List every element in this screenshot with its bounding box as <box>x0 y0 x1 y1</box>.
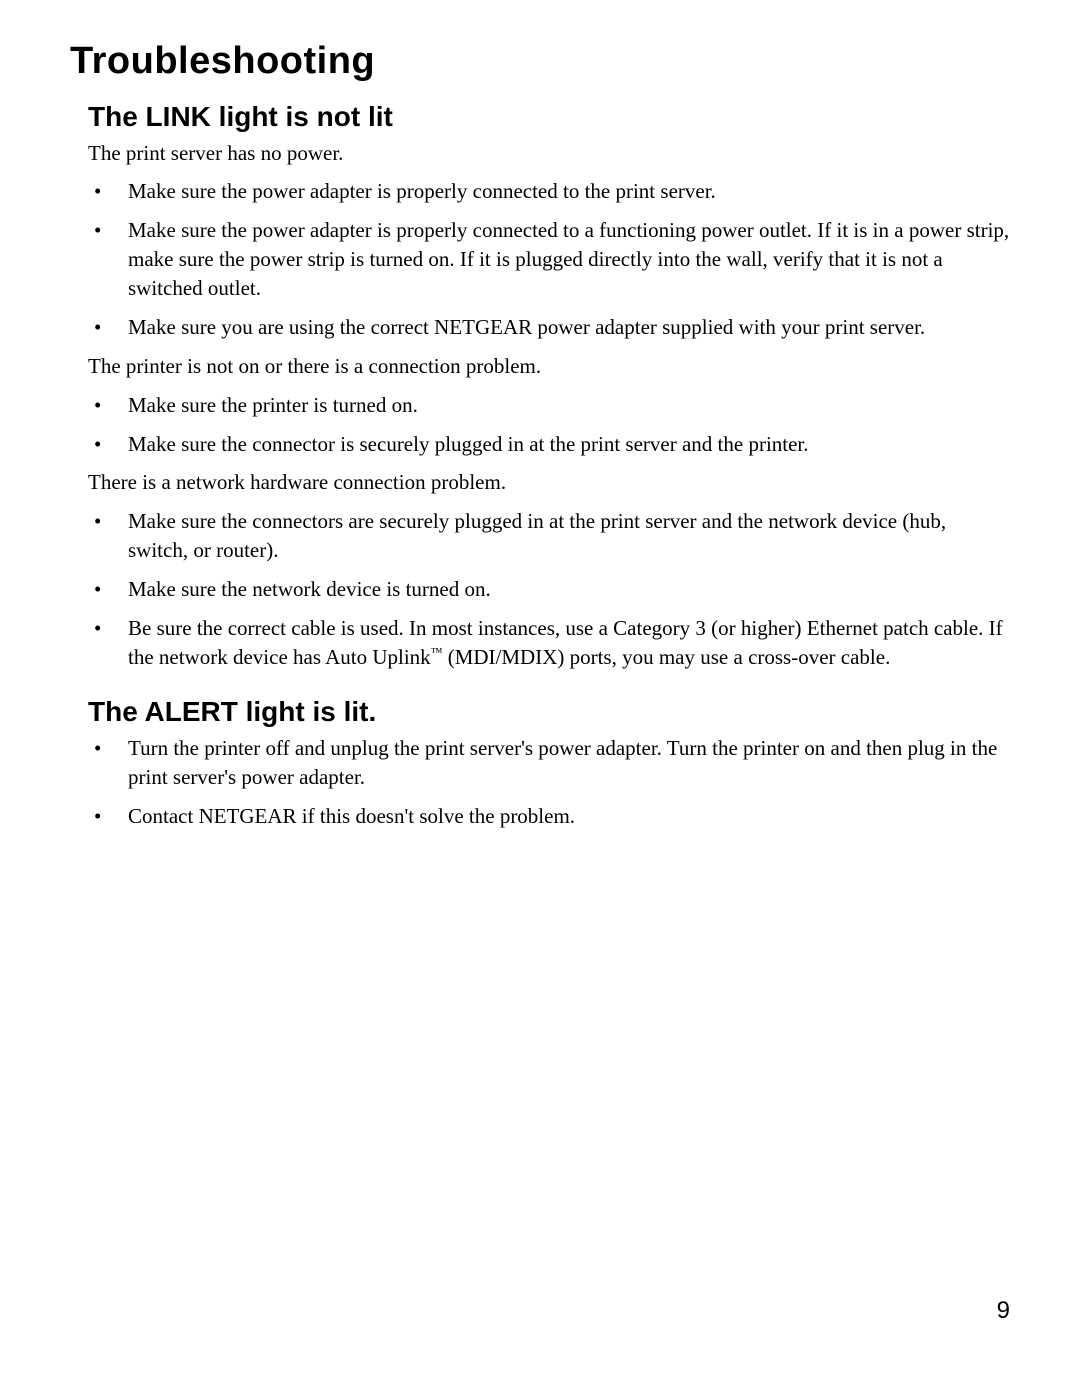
list-item: Make sure the network device is turned o… <box>88 575 1010 604</box>
section-heading-link-light: The LINK light is not lit <box>70 101 1010 133</box>
list-item: Contact NETGEAR if this doesn't solve th… <box>88 802 1010 831</box>
page-title: Troubleshooting <box>70 40 1010 83</box>
trademark-symbol: ™ <box>431 645 443 659</box>
list-item: Make sure you are using the correct NETG… <box>88 313 1010 342</box>
paragraph: The print server has no power. <box>70 139 1010 167</box>
paragraph: There is a network hardware connection p… <box>70 468 1010 496</box>
page-number: 9 <box>997 1297 1010 1325</box>
list-item: Make sure the printer is turned on. <box>88 391 1010 420</box>
list-item: Turn the printer off and unplug the prin… <box>88 734 1010 792</box>
bullet-list: Make sure the printer is turned on. Make… <box>70 391 1010 459</box>
list-item: Make sure the power adapter is properly … <box>88 177 1010 206</box>
bullet-list: Make sure the connectors are securely pl… <box>70 507 1010 672</box>
page-container: Troubleshooting The LINK light is not li… <box>0 0 1080 881</box>
paragraph: The printer is not on or there is a conn… <box>70 352 1010 380</box>
text-run: (MDI/MDIX) ports, you may use a cross-ov… <box>442 645 890 669</box>
section-heading-alert-light: The ALERT light is lit. <box>70 696 1010 728</box>
bullet-list: Make sure the power adapter is properly … <box>70 177 1010 342</box>
list-item: Be sure the correct cable is used. In mo… <box>88 614 1010 672</box>
bullet-list: Turn the printer off and unplug the prin… <box>70 734 1010 831</box>
list-item: Make sure the connectors are securely pl… <box>88 507 1010 565</box>
list-item: Make sure the connector is securely plug… <box>88 430 1010 459</box>
list-item: Make sure the power adapter is properly … <box>88 216 1010 303</box>
